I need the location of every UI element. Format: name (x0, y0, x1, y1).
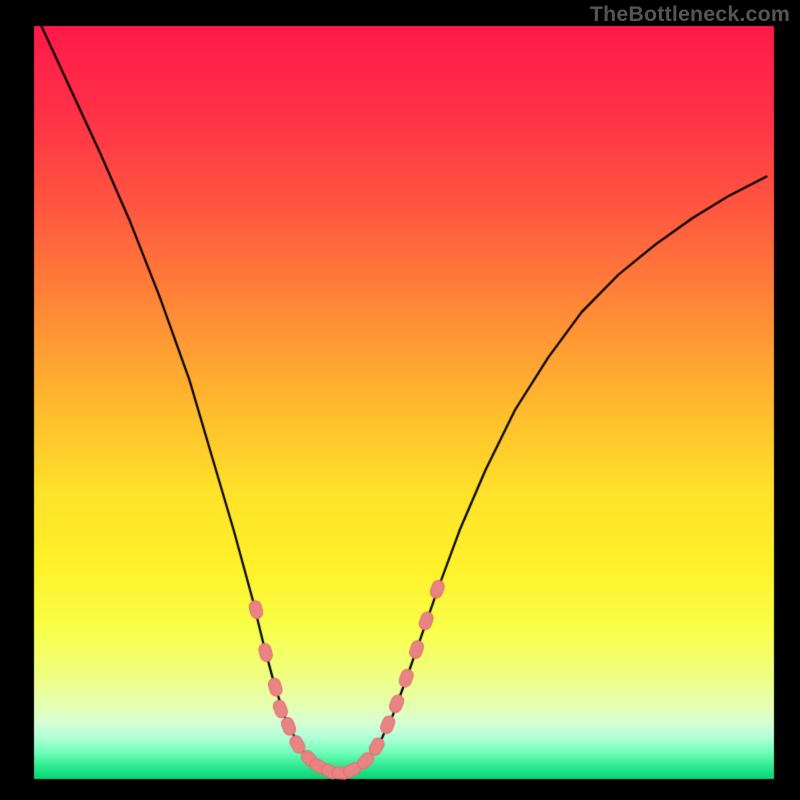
bottleneck-curve-chart (0, 0, 800, 800)
chart-stage: TheBottleneck.com (0, 0, 800, 800)
